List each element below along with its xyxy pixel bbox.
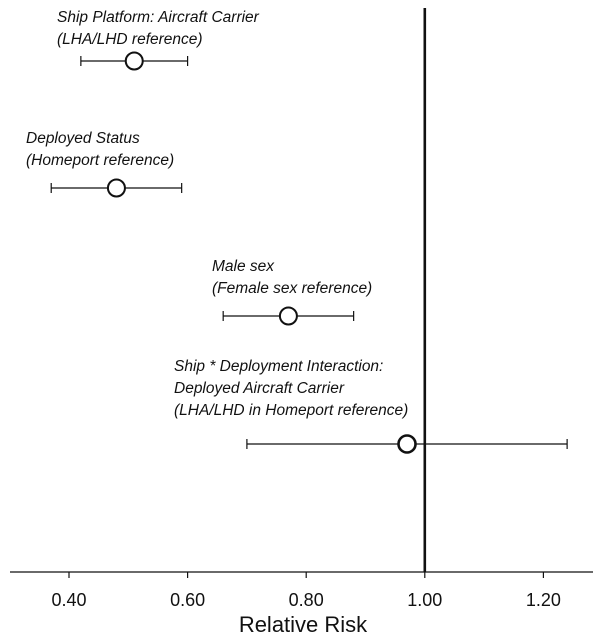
x-tick-label: 0.80 <box>289 590 324 610</box>
row-label-line: (Female sex reference) <box>212 280 372 297</box>
row-label-line: Male sex <box>212 258 275 275</box>
row-label-line: Deployed Aircraft Carrier <box>174 380 345 397</box>
estimate-row: Male sex (Female sex reference) <box>212 258 372 326</box>
point-estimate <box>278 306 298 326</box>
row-label-line: (LHA/LHD reference) <box>57 31 203 48</box>
row-label-line: (Homeport reference) <box>26 152 174 169</box>
x-tick-label: 0.60 <box>170 590 205 610</box>
point-estimate <box>106 178 126 198</box>
plot-area: Ship Platform: Aircraft Carrier (LHA/LHD … <box>10 8 593 573</box>
x-tick-label: 1.20 <box>526 590 561 610</box>
estimate-row: Ship * Deployment Interaction: Deployed A… <box>174 358 568 454</box>
x-tick-label: 0.40 <box>51 590 86 610</box>
point-estimate <box>397 434 417 454</box>
x-axis-label: Relative Risk <box>239 612 368 637</box>
row-label-line: Deployed Status <box>26 130 140 147</box>
estimate-row: Deployed Status (Homeport reference) <box>26 130 183 198</box>
row-label-line: Ship Platform: Aircraft Carrier <box>57 9 260 26</box>
x-axis-ticks: 0.40 0.60 0.80 1.00 1.20 <box>51 572 561 610</box>
row-label-line: Ship * Deployment Interaction: <box>174 358 383 375</box>
point-estimate <box>124 51 144 71</box>
row-label-line: (LHA/LHD in Homeport reference) <box>174 402 408 419</box>
x-tick-label: 1.00 <box>407 590 442 610</box>
estimate-row: Ship Platform: Aircraft Carrier (LHA/LHD … <box>57 9 260 71</box>
